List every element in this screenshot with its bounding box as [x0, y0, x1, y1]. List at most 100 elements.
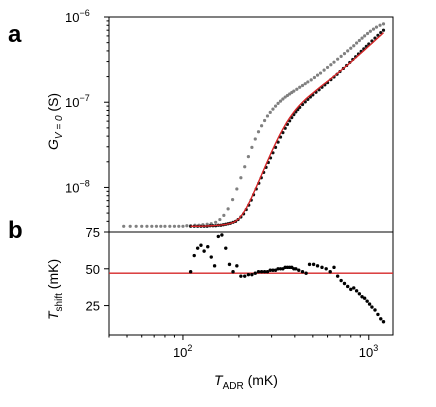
tshift-data-point — [345, 284, 350, 289]
grey-data-point — [239, 176, 243, 180]
grey-data-point — [363, 34, 367, 38]
grey-data-point — [352, 44, 356, 48]
grey-data-point — [281, 97, 285, 101]
tshift-data-point — [370, 305, 374, 309]
fit-line — [190, 32, 384, 227]
grey-data-point — [371, 27, 376, 31]
grey-data-point — [378, 23, 382, 27]
panel-a-marks — [122, 22, 386, 228]
grey-data-point — [177, 224, 181, 228]
grey-data-point — [381, 22, 386, 26]
tshift-data-point — [206, 245, 210, 249]
tshift-data-point — [278, 267, 283, 271]
tshift-data-point — [324, 267, 328, 271]
tshift-data-point — [311, 262, 316, 267]
tick-base: 10 — [173, 345, 187, 360]
tshift-data-point — [339, 278, 343, 283]
grey-data-point — [312, 75, 317, 80]
grey-data-point — [360, 36, 364, 40]
tick-exponent: −6 — [79, 8, 89, 18]
tshift-data-point — [332, 265, 336, 270]
panel-a-ylabel: GV = 0 (S) — [45, 93, 65, 150]
tshift-data-point — [315, 264, 320, 268]
grey-data-point — [230, 197, 235, 202]
panel-b-xtick-label: 103 — [359, 343, 378, 360]
panel-a-ytick-label: 10−6 — [65, 8, 90, 25]
panel-a-ylabel-main: G — [45, 139, 61, 150]
grey-data-point — [322, 68, 326, 72]
tshift-data-point — [379, 317, 383, 321]
tshift-data-point — [212, 264, 217, 268]
tshift-data-point — [349, 287, 353, 292]
grey-data-point — [181, 224, 185, 228]
black-data-point — [379, 31, 383, 35]
grey-data-point — [150, 224, 154, 228]
tshift-data-point — [360, 295, 364, 299]
panel-b-letter: b — [8, 217, 23, 244]
tick-base: 10 — [65, 10, 79, 25]
tshift-data-point — [342, 281, 347, 286]
tshift-data-point — [250, 272, 254, 277]
panel-a-ytick-label: 10−7 — [65, 93, 90, 110]
grey-data-point — [300, 83, 305, 88]
tshift-data-point — [373, 308, 377, 312]
tshift-data-point — [202, 249, 206, 253]
panel-b-xlabel-unit: (mK) — [244, 372, 278, 388]
tshift-data-point — [216, 234, 221, 239]
grey-data-point — [140, 224, 144, 228]
grey-data-point — [332, 60, 336, 64]
tshift-data-point — [304, 271, 308, 275]
grey-data-point — [355, 41, 359, 45]
grey-data-point — [243, 165, 247, 169]
grey-data-point — [339, 54, 343, 58]
grey-data-point — [292, 89, 296, 93]
tshift-data-point — [297, 268, 301, 272]
tshift-data-point — [259, 270, 264, 274]
tshift-data-point — [357, 292, 362, 296]
grey-data-point — [253, 137, 257, 141]
grey-data-point — [265, 114, 270, 118]
grey-data-point — [262, 118, 267, 123]
grey-data-point — [163, 224, 167, 228]
tshift-data-point — [224, 246, 228, 250]
tshift-data-point — [367, 302, 372, 306]
tshift-data-point — [271, 268, 275, 272]
panel-b-xtick-label: 102 — [173, 343, 192, 360]
tick-exponent: 2 — [187, 343, 192, 353]
grey-data-point — [273, 104, 278, 108]
grey-data-point — [260, 124, 264, 128]
tshift-data-point — [192, 253, 196, 258]
black-data-point — [381, 28, 386, 32]
grey-data-point — [283, 95, 287, 99]
grey-data-point — [168, 224, 172, 228]
grey-data-point — [315, 73, 320, 77]
panel-b-frame — [108, 231, 394, 336]
panel-b-xlabel: TADR (mK) — [214, 372, 278, 392]
grey-data-point — [246, 155, 250, 159]
panel-b-ytick-label: 25 — [86, 299, 100, 314]
grey-data-point — [159, 224, 163, 228]
tshift-data-point — [300, 270, 305, 274]
tshift-data-point — [328, 270, 332, 274]
grey-data-point — [309, 78, 313, 82]
tshift-data-point — [239, 274, 243, 278]
grey-data-point — [318, 71, 323, 75]
grey-data-point — [303, 82, 307, 86]
tick-exponent: 3 — [373, 343, 378, 353]
grey-data-point — [365, 31, 370, 36]
tshift-data-point — [307, 262, 312, 267]
panel-b-marks — [109, 233, 393, 324]
panel-b-xlabel-sub: ADR — [223, 381, 244, 392]
tshift-data-point — [227, 262, 232, 267]
tshift-data-point — [294, 267, 298, 271]
grey-data-point — [172, 224, 177, 228]
grey-data-point — [276, 101, 280, 105]
grey-data-point — [295, 87, 299, 91]
tshift-data-point — [262, 270, 267, 274]
grey-data-point — [154, 224, 159, 228]
panel-b-ylabel: Tshift (mK) — [45, 259, 65, 320]
panel-a-ylabel-unit: (S) — [45, 93, 61, 116]
grey-data-point — [346, 49, 350, 53]
